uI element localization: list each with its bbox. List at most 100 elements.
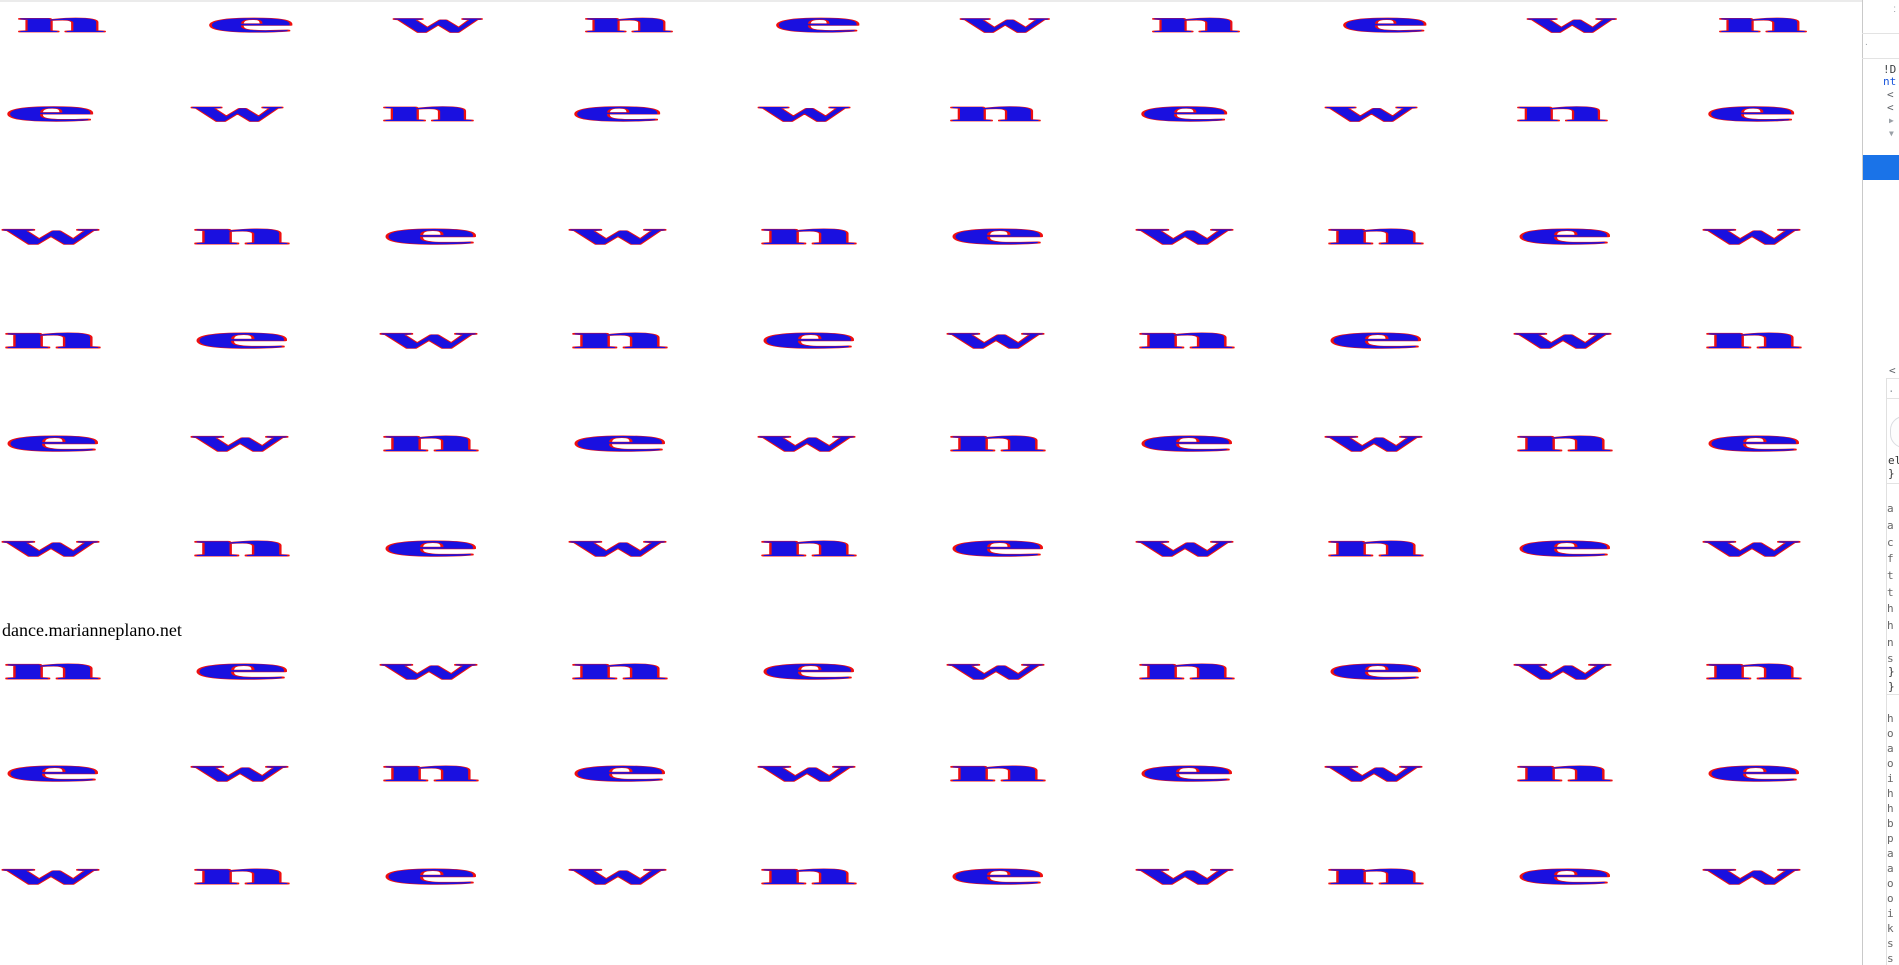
devtools-styles-line[interactable]: < — [1889, 364, 1896, 377]
svg-text:w: w — [3, 527, 98, 563]
tiled-letter-w: w — [1703, 214, 1800, 251]
svg-text:w: w — [759, 752, 854, 788]
devtools-styles-line[interactable]: k — [1887, 922, 1894, 935]
tiled-letter-w: w — [758, 421, 855, 458]
devtools-styles-line[interactable]: a — [1887, 742, 1894, 755]
svg-text:e: e — [948, 216, 1046, 251]
devtools-styles-line[interactable]: a — [1887, 862, 1894, 875]
svg-text:e: e — [192, 651, 290, 686]
svg-text:w: w — [1528, 6, 1616, 39]
devtools-selected-row[interactable] — [1863, 155, 1899, 180]
devtools-panel: : . !D nt < < ▶ ▼ <. el} a a c f t t h h n s}} h o a o i h h b p a a… — [1862, 0, 1899, 965]
svg-text:e: e — [772, 6, 862, 39]
svg-text:n: n — [1137, 651, 1235, 686]
svg-text:e: e — [1704, 753, 1802, 788]
tiled-letter-w: w — [1514, 318, 1611, 355]
devtools-tab-overflow-dots: : — [1893, 4, 1896, 15]
devtools-styles-line[interactable]: a — [1887, 847, 1894, 860]
devtools-divider — [1862, 58, 1899, 59]
devtools-styles-line[interactable]: o — [1887, 727, 1894, 740]
svg-text:n: n — [570, 320, 668, 355]
devtools-styles-line[interactable]: a — [1887, 502, 1894, 515]
tiled-letter-n: n — [1703, 650, 1803, 687]
svg-text:e: e — [948, 856, 1046, 891]
devtools-styles-line[interactable]: h — [1887, 802, 1894, 815]
devtools-styles-line[interactable]: o — [1887, 892, 1894, 905]
tiled-letter-w: w — [758, 751, 855, 788]
tiled-letter-e: e — [2, 93, 97, 129]
tiled-letter-n: n — [1514, 422, 1614, 459]
devtools-styles-line[interactable]: i — [1887, 907, 1894, 920]
svg-text:n: n — [583, 6, 673, 39]
devtools-tree-line[interactable]: nt — [1883, 75, 1897, 88]
devtools-styles-line[interactable]: b — [1887, 817, 1894, 830]
devtools-styles-line[interactable]: a — [1887, 519, 1894, 532]
tiled-letter-n: n — [758, 527, 858, 564]
svg-text:w: w — [948, 650, 1043, 686]
devtools-styles-line[interactable]: h — [1887, 619, 1894, 632]
devtools-styles-line[interactable]: el — [1888, 454, 1899, 467]
devtools-styles-line[interactable]: t — [1887, 569, 1894, 582]
svg-text:e: e — [570, 423, 668, 458]
devtools-styles-line[interactable]: o — [1887, 757, 1894, 770]
svg-text:n: n — [1515, 423, 1613, 458]
tiled-letter-n: n — [1136, 319, 1236, 356]
devtools-styles-line[interactable]: n — [1887, 636, 1894, 649]
devtools-styles-line[interactable]: } — [1888, 467, 1895, 480]
tree-expand-arrow-icon[interactable]: ▼ — [1889, 129, 1894, 138]
tiled-letter-e: e — [380, 855, 480, 893]
tiled-letter-n: n — [191, 527, 291, 564]
tiled-letter-e: e — [758, 319, 858, 357]
svg-text:n: n — [570, 651, 668, 686]
devtools-styles-line[interactable]: p — [1887, 832, 1894, 845]
svg-text:w: w — [1137, 527, 1232, 563]
devtools-resize-handle[interactable] — [1862, 0, 1863, 965]
devtools-styles-line[interactable]: h — [1887, 787, 1894, 800]
devtools-styles-line[interactable]: h — [1887, 602, 1894, 615]
tiled-letter-n: n — [1136, 650, 1236, 687]
svg-text:n: n — [948, 94, 1041, 128]
svg-text:n: n — [948, 423, 1046, 458]
devtools-styles-line[interactable]: h — [1887, 712, 1894, 725]
devtools-tree-line[interactable]: !D — [1883, 63, 1897, 76]
devtools-divider — [1886, 378, 1899, 379]
devtools-tree-line[interactable]: < — [1887, 101, 1894, 114]
devtools-divider — [1862, 33, 1899, 34]
svg-text:w: w — [961, 6, 1049, 39]
devtools-styles-line[interactable]: t — [1887, 586, 1894, 599]
tiled-letter-w: w — [2, 214, 99, 251]
devtools-styles-line[interactable]: } — [1888, 665, 1895, 678]
devtools-styles-line[interactable]: f — [1887, 552, 1894, 565]
tiled-letter-n: n — [758, 215, 858, 252]
tiled-letter-n: n — [947, 752, 1047, 789]
tiled-letter-w: w — [1325, 751, 1422, 788]
svg-text:e: e — [1704, 423, 1802, 458]
devtools-styles-line[interactable]: s — [1887, 952, 1894, 965]
svg-text:n: n — [1326, 856, 1424, 891]
tiled-letter-w: w — [2, 854, 99, 891]
devtools-styles-line[interactable]: . — [1888, 382, 1895, 395]
tiled-letter-e: e — [2, 422, 102, 460]
devtools-styles-line[interactable]: } — [1888, 680, 1895, 693]
tiled-letter-e: e — [947, 855, 1047, 893]
tiled-letter-w: w — [569, 854, 666, 891]
tiled-letter-w: w — [1703, 854, 1800, 891]
svg-text:w: w — [1326, 752, 1421, 788]
tiled-letter-n: n — [569, 650, 669, 687]
devtools-styles-line[interactable]: s — [1887, 937, 1894, 950]
styles-filter-pill[interactable] — [1890, 416, 1899, 448]
svg-text:e: e — [381, 856, 479, 891]
devtools-styles-line[interactable]: c — [1887, 536, 1894, 549]
devtools-styles-line[interactable]: s — [1887, 652, 1894, 665]
tiled-letter-w: w — [191, 421, 288, 458]
tiled-letter-n: n — [191, 215, 291, 252]
svg-text:n: n — [948, 753, 1046, 788]
devtools-tree-line[interactable]: < — [1887, 88, 1894, 101]
devtools-styles-line[interactable]: i — [1887, 772, 1894, 785]
tiled-letter-w: w — [1136, 526, 1233, 563]
tiled-letter-w: w — [1136, 214, 1233, 251]
devtools-styles-line[interactable]: o — [1887, 877, 1894, 890]
tiled-letter-n: n — [947, 93, 1042, 129]
svg-text:e: e — [1515, 528, 1613, 563]
tree-expand-arrow-icon[interactable]: ▶ — [1889, 116, 1894, 125]
